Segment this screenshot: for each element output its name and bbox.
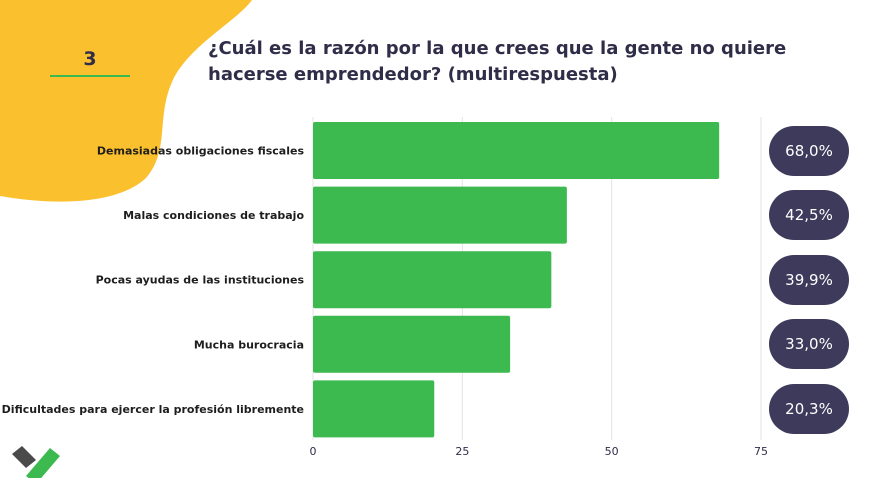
category-label: Malas condiciones de trabajo (123, 209, 304, 222)
bar (313, 122, 720, 179)
bar (313, 315, 511, 373)
value-label: 20,3% (769, 383, 849, 434)
question-number-underline (50, 75, 130, 77)
chart-title: ¿Cuál es la razón por la que crees que l… (208, 38, 787, 85)
x-tick-label: 75 (754, 445, 768, 458)
category-label: Mucha burocracia (194, 338, 304, 351)
question-number: 3 (83, 48, 97, 70)
brand-logo-icon (12, 446, 60, 478)
bar (313, 186, 567, 244)
bar (313, 251, 552, 309)
category-label: Dificultades para ejercer la profesión l… (2, 403, 304, 416)
x-tick-label: 0 (310, 445, 317, 458)
category-label: Pocas ayudas de las instituciones (96, 274, 305, 287)
value-label: 68,0% (769, 125, 849, 176)
value-label: 33,0% (769, 319, 849, 370)
x-tick-label: 50 (605, 445, 619, 458)
bar (313, 380, 435, 438)
x-tick-label: 25 (455, 445, 469, 458)
value-label: 39,9% (769, 254, 849, 305)
category-label: Demasiadas obligaciones fiscales (97, 145, 305, 158)
value-label: 42,5% (769, 190, 849, 241)
